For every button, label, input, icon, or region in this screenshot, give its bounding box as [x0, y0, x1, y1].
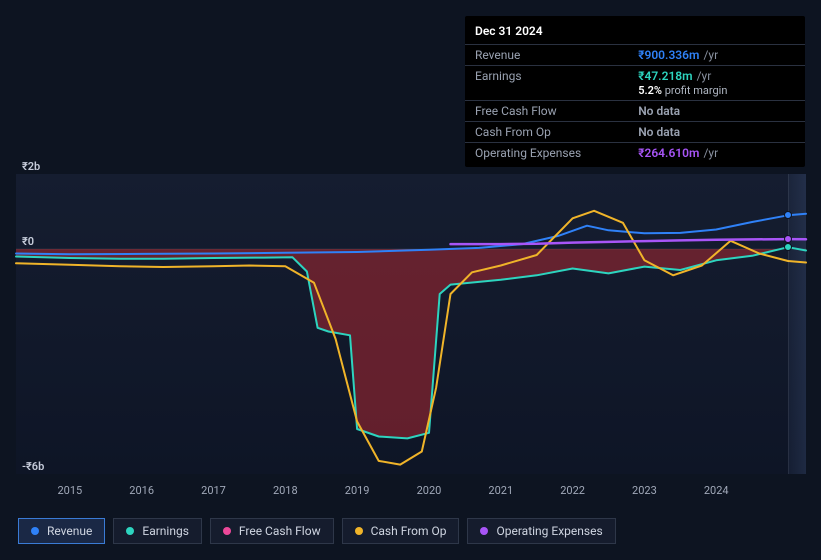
x-tick-label: 2018 — [273, 484, 298, 497]
tooltip-row-value: No data — [628, 122, 805, 143]
x-tick-label: 2020 — [417, 484, 442, 497]
chart-svg — [16, 174, 806, 474]
x-tick-label: 2015 — [57, 484, 82, 497]
earnings-area — [16, 247, 806, 438]
legend-label: Cash From Op — [371, 524, 447, 538]
opex-end-dot — [784, 235, 792, 243]
y-tick-label: ₹2b — [22, 160, 40, 173]
legend-label: Revenue — [47, 524, 92, 538]
legend-item-cfo[interactable]: Cash From Op — [342, 518, 460, 544]
x-tick-label: 2023 — [632, 484, 657, 497]
revenue-line — [16, 214, 806, 255]
x-tick-label: 2021 — [488, 484, 513, 497]
tooltip-row: Free Cash FlowNo data — [465, 101, 805, 122]
x-tick-label: 2017 — [201, 484, 226, 497]
tooltip-row-key: Cash From Op — [465, 122, 628, 143]
tooltip-row-value: No data — [628, 101, 805, 122]
tooltip-row-key: Earnings — [465, 66, 628, 101]
x-tick-label: 2022 — [560, 484, 585, 497]
legend-label: Operating Expenses — [496, 524, 602, 538]
legend: Revenue Earnings Free Cash Flow Cash From O… — [18, 518, 616, 544]
revenue-end-dot — [784, 211, 792, 219]
legend-swatch — [126, 527, 134, 535]
legend-label: Free Cash Flow — [239, 524, 321, 538]
plot-area[interactable] — [16, 174, 806, 474]
legend-item-opex[interactable]: Operating Expenses — [467, 518, 615, 544]
legend-item-earnings[interactable]: Earnings — [113, 518, 202, 544]
data-tooltip: Dec 31 2024 Revenue₹900.336m/yrEarnings₹… — [465, 16, 805, 167]
tooltip-row-key: Free Cash Flow — [465, 101, 628, 122]
y-tick-label: ₹0 — [22, 235, 34, 248]
x-tick-label: 2019 — [345, 484, 370, 497]
tooltip-row-value: ₹47.218m/yr5.2% profit margin — [628, 66, 805, 101]
tooltip-row-key: Revenue — [465, 45, 628, 66]
tooltip-table: Revenue₹900.336m/yrEarnings₹47.218m/yr5.… — [465, 44, 805, 163]
x-axis-labels: 2015 2016 2017 2018 2019 2020 2021 2022 2023 2024 — [16, 484, 806, 502]
financials-chart — [16, 158, 806, 478]
legend-label: Earnings — [142, 524, 189, 538]
tooltip-row: Earnings₹47.218m/yr5.2% profit margin — [465, 66, 805, 101]
legend-item-revenue[interactable]: Revenue — [18, 518, 105, 544]
tooltip-row: Cash From OpNo data — [465, 122, 805, 143]
legend-swatch — [223, 527, 231, 535]
tooltip-row-value: ₹900.336m/yr — [628, 45, 805, 66]
tooltip-date: Dec 31 2024 — [465, 20, 805, 44]
legend-swatch — [31, 527, 39, 535]
legend-swatch — [480, 527, 488, 535]
y-tick-label: -₹6b — [22, 460, 44, 473]
tooltip-row: Revenue₹900.336m/yr — [465, 45, 805, 66]
legend-swatch — [355, 527, 363, 535]
legend-item-fcf[interactable]: Free Cash Flow — [210, 518, 334, 544]
opex-line — [451, 239, 807, 244]
x-tick-label: 2024 — [704, 484, 729, 497]
earnings-end-dot — [784, 243, 792, 251]
x-tick-label: 2016 — [129, 484, 154, 497]
